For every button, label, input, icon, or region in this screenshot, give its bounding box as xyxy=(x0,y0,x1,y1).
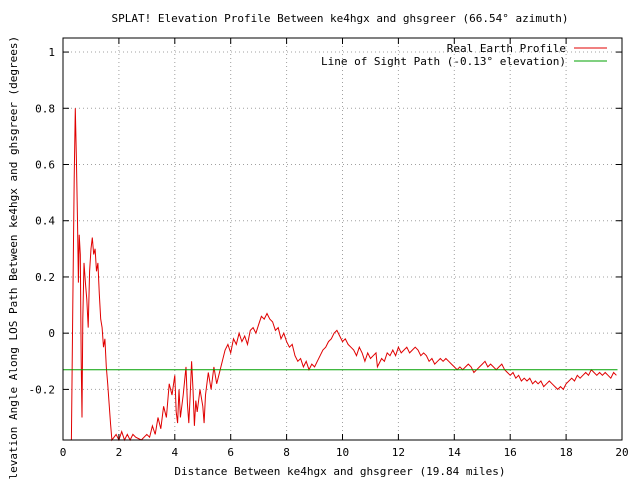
y-tick-label: 0.4 xyxy=(35,215,55,228)
plot-frame xyxy=(62,37,623,441)
x-tick-label: 10 xyxy=(336,446,349,459)
y-tick-label: 0 xyxy=(48,327,55,340)
x-tick-label: 12 xyxy=(392,446,405,459)
x-tick-label: 6 xyxy=(227,446,234,459)
x-tick-labels: 0 2 4 6 8 10 12 14 16 18 20 xyxy=(60,446,629,459)
y-tick-label: 0.8 xyxy=(35,102,55,115)
grid xyxy=(63,38,622,440)
y-tick-label: 1 xyxy=(48,46,55,59)
x-tick-label: 0 xyxy=(60,446,67,459)
x-tick-label: 4 xyxy=(171,446,178,459)
y-tick-label: 0.6 xyxy=(35,159,55,172)
legend-label: Line of Sight Path (-0.13° elevation) xyxy=(321,55,566,68)
x-axis-label: Distance Between ke4hgx and ghsgreer (19… xyxy=(174,465,505,478)
real-earth-profile-line xyxy=(70,108,617,442)
y-axis-label: Elevation Angle Along LOS Path Between k… xyxy=(7,36,20,480)
y-tick-label: 0.2 xyxy=(35,271,55,284)
x-tick-label: 14 xyxy=(448,446,462,459)
x-tick-label: 2 xyxy=(116,446,123,459)
series-lines xyxy=(63,108,618,442)
x-tick-label: 16 xyxy=(504,446,517,459)
x-tick-label: 18 xyxy=(559,446,572,459)
chart-title: SPLAT! Elevation Profile Between ke4hgx … xyxy=(112,12,569,25)
x-tick-label: 8 xyxy=(283,446,290,459)
y-tick-labels: -0.2 0 0.2 0.4 0.6 0.8 1 xyxy=(29,46,56,396)
legend-label: Real Earth Profile xyxy=(447,42,566,55)
y-tick-label: -0.2 xyxy=(29,383,56,396)
x-tick-label: 20 xyxy=(615,446,628,459)
